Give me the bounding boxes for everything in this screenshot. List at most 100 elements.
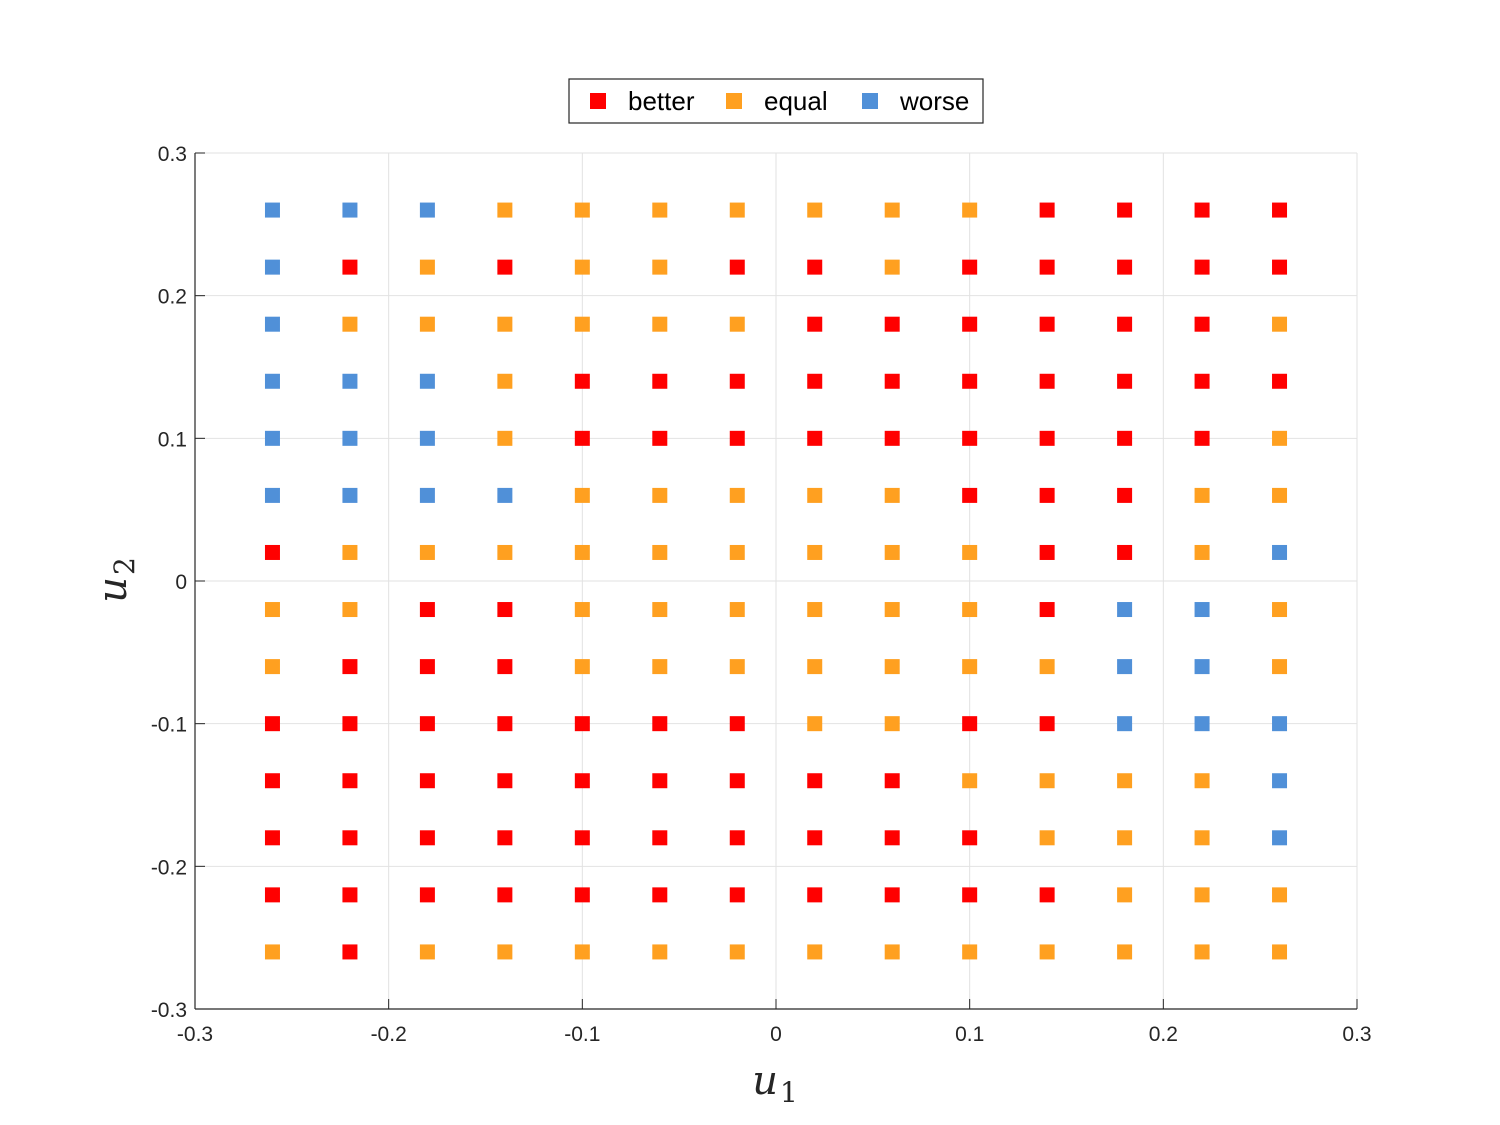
marker-worse xyxy=(264,259,280,275)
marker-better xyxy=(419,887,435,903)
marker-better xyxy=(1117,373,1133,389)
marker-better xyxy=(342,716,358,732)
marker-better xyxy=(1272,373,1288,389)
marker-better xyxy=(962,373,978,389)
marker-better xyxy=(419,659,435,675)
marker-better xyxy=(497,659,513,675)
marker-better xyxy=(1039,602,1055,618)
marker-equal xyxy=(342,602,358,618)
y-tick-label: 0.1 xyxy=(158,428,187,451)
marker-better xyxy=(1039,373,1055,389)
marker-better xyxy=(1117,259,1133,275)
marker-equal xyxy=(807,602,823,618)
marker-worse xyxy=(342,373,358,389)
marker-equal xyxy=(884,716,900,732)
marker-better xyxy=(884,887,900,903)
marker-worse xyxy=(264,487,280,503)
marker-equal xyxy=(264,659,280,675)
marker-better xyxy=(884,773,900,789)
x-axis-label-base: u xyxy=(752,1058,778,1104)
marker-equal xyxy=(1272,430,1288,446)
marker-equal xyxy=(497,316,513,332)
marker-better xyxy=(342,887,358,903)
marker-better xyxy=(884,373,900,389)
marker-equal xyxy=(1272,944,1288,960)
marker-equal xyxy=(652,487,668,503)
x-axis-label-sub: 1 xyxy=(780,1076,798,1109)
marker-better xyxy=(962,887,978,903)
marker-better xyxy=(962,487,978,503)
marker-better xyxy=(1117,316,1133,332)
marker-equal xyxy=(1194,544,1210,560)
marker-better xyxy=(729,773,745,789)
marker-better xyxy=(652,830,668,846)
marker-equal xyxy=(962,773,978,789)
marker-better xyxy=(807,259,823,275)
marker-equal xyxy=(962,544,978,560)
marker-better xyxy=(807,430,823,446)
marker-better xyxy=(1194,373,1210,389)
marker-equal xyxy=(342,544,358,560)
marker-better xyxy=(729,887,745,903)
marker-better xyxy=(497,716,513,732)
marker-equal xyxy=(962,602,978,618)
marker-equal xyxy=(1194,487,1210,503)
marker-equal xyxy=(1272,487,1288,503)
marker-worse xyxy=(1117,659,1133,675)
marker-better xyxy=(729,373,745,389)
marker-worse xyxy=(1272,716,1288,732)
marker-equal xyxy=(652,202,668,218)
marker-worse xyxy=(1272,830,1288,846)
marker-equal xyxy=(419,944,435,960)
marker-better xyxy=(807,830,823,846)
marker-better xyxy=(419,773,435,789)
legend-label-better: better xyxy=(628,86,695,116)
marker-equal xyxy=(884,602,900,618)
y-tick-label: 0.2 xyxy=(158,286,187,309)
marker-better xyxy=(264,716,280,732)
legend-label-equal: equal xyxy=(764,86,828,116)
marker-worse xyxy=(342,430,358,446)
marker-equal xyxy=(1039,659,1055,675)
axis-labels: u1 u2 xyxy=(90,557,798,1109)
marker-equal xyxy=(652,944,668,960)
marker-better xyxy=(342,773,358,789)
marker-better xyxy=(962,316,978,332)
legend-swatch-better xyxy=(590,93,606,109)
marker-worse xyxy=(1194,602,1210,618)
marker-equal xyxy=(419,316,435,332)
marker-equal xyxy=(497,544,513,560)
marker-better xyxy=(1194,202,1210,218)
marker-better xyxy=(1039,202,1055,218)
marker-better xyxy=(1039,887,1055,903)
x-tick-label: -0.3 xyxy=(177,1023,213,1046)
marker-equal xyxy=(652,544,668,560)
marker-better xyxy=(962,430,978,446)
marker-better xyxy=(419,602,435,618)
marker-equal xyxy=(884,202,900,218)
marker-better xyxy=(807,773,823,789)
marker-better xyxy=(264,887,280,903)
marker-better xyxy=(342,659,358,675)
axes xyxy=(194,152,1358,1010)
marker-better xyxy=(419,830,435,846)
marker-equal xyxy=(729,544,745,560)
marker-equal xyxy=(729,659,745,675)
x-tick-label: 0.2 xyxy=(1149,1023,1178,1046)
marker-equal xyxy=(962,202,978,218)
y-axis-label: u2 xyxy=(90,557,141,603)
x-tick-label: 0 xyxy=(770,1023,782,1046)
marker-equal xyxy=(1039,830,1055,846)
marker-equal xyxy=(729,202,745,218)
marker-equal xyxy=(884,944,900,960)
marker-better xyxy=(652,773,668,789)
marker-equal xyxy=(1272,659,1288,675)
grid-lines xyxy=(194,152,1358,1010)
marker-better xyxy=(342,830,358,846)
y-tick-label: 0.3 xyxy=(158,143,187,166)
marker-worse xyxy=(419,373,435,389)
marker-equal xyxy=(497,202,513,218)
marker-better xyxy=(962,830,978,846)
marker-better xyxy=(497,830,513,846)
marker-worse xyxy=(1194,716,1210,732)
